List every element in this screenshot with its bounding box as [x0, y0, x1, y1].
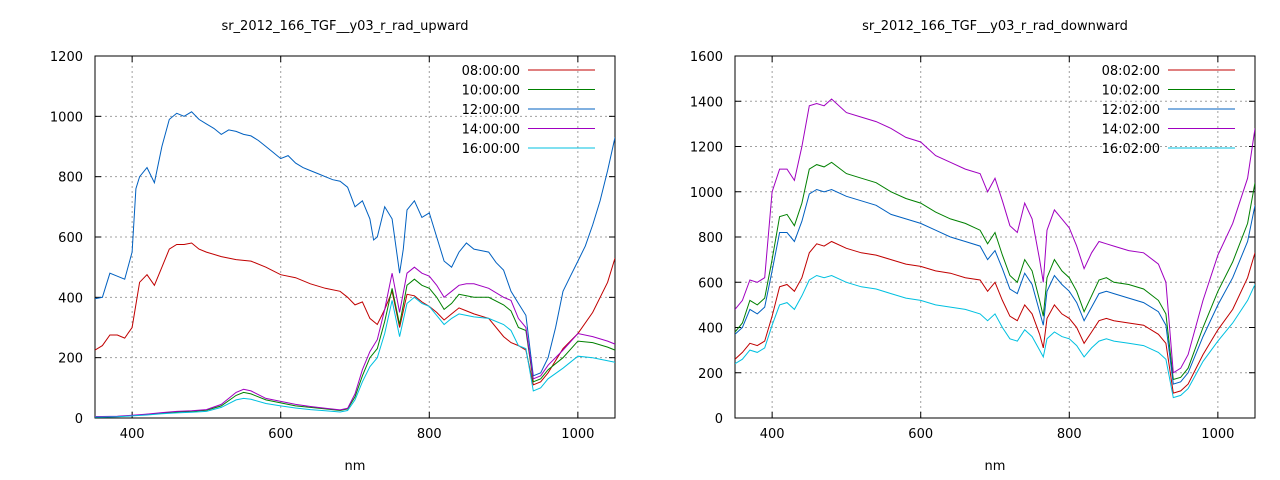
y-tick-label: 800 [698, 231, 723, 246]
y-tick-label: 0 [75, 412, 83, 427]
legend-label: 16:02:00 [1102, 142, 1160, 157]
legend-label: 10:02:00 [1102, 84, 1160, 99]
y-tick-label: 1200 [690, 141, 723, 156]
y-tick-label: 0 [715, 412, 723, 427]
series-line-0 [95, 242, 615, 386]
series-line-4 [95, 296, 615, 418]
x-tick-label: 400 [760, 427, 785, 442]
y-tick-label: 1600 [690, 50, 723, 65]
y-tick-label: 1000 [50, 110, 83, 125]
legend-label: 08:00:00 [462, 64, 520, 79]
legend-label: 14:00:00 [462, 123, 520, 138]
downward-radiance-chart: sr_2012_166_TGF__y03_r_rad_downward 400 60… [690, 19, 1256, 474]
series-line-4 [735, 274, 1255, 399]
y-tick-label: 400 [58, 291, 83, 306]
y-tick-label: 200 [58, 352, 83, 367]
legend-label: 10:00:00 [462, 84, 520, 99]
legend-label: 12:00:00 [462, 103, 520, 118]
series-line-0 [735, 240, 1255, 394]
series-line-1 [95, 278, 615, 418]
series-line-3 [735, 98, 1255, 374]
x-axis-label: nm [345, 459, 366, 474]
y-tick-label: 400 [698, 322, 723, 337]
x-tick-label: 400 [120, 427, 145, 442]
x-tick-label: 800 [1057, 427, 1082, 442]
y-tick-label: 600 [58, 231, 83, 246]
y-tick-label: 1200 [50, 50, 83, 65]
y-tick-label: 1400 [690, 95, 723, 110]
x-tick-label: 1000 [561, 427, 594, 442]
series-line-2 [95, 111, 615, 377]
legend-label: 08:02:00 [1102, 64, 1160, 79]
x-tick-label: 800 [417, 427, 442, 442]
chart-title: sr_2012_166_TGF__y03_r_rad_downward [862, 19, 1128, 34]
y-tick-label: 1000 [690, 186, 723, 201]
legend-label: 16:00:00 [462, 142, 520, 157]
upward-radiance-chart: sr_2012_166_TGF__y03_r_rad_upward 400 600 8… [50, 19, 616, 474]
y-tick-label: 200 [698, 367, 723, 382]
x-axis-label: nm [985, 459, 1006, 474]
chart-title: sr_2012_166_TGF__y03_r_rad_upward [221, 19, 468, 34]
series-line-1 [735, 161, 1255, 381]
x-tick-label: 1000 [1201, 427, 1234, 442]
series-line-2 [735, 188, 1255, 385]
x-tick-label: 600 [908, 427, 933, 442]
series-line-3 [95, 266, 615, 417]
x-tick-label: 600 [268, 427, 293, 442]
y-tick-label: 600 [698, 276, 723, 291]
legend-label: 14:02:00 [1102, 123, 1160, 138]
y-tick-label: 800 [58, 171, 83, 186]
legend-label: 12:02:00 [1102, 103, 1160, 118]
